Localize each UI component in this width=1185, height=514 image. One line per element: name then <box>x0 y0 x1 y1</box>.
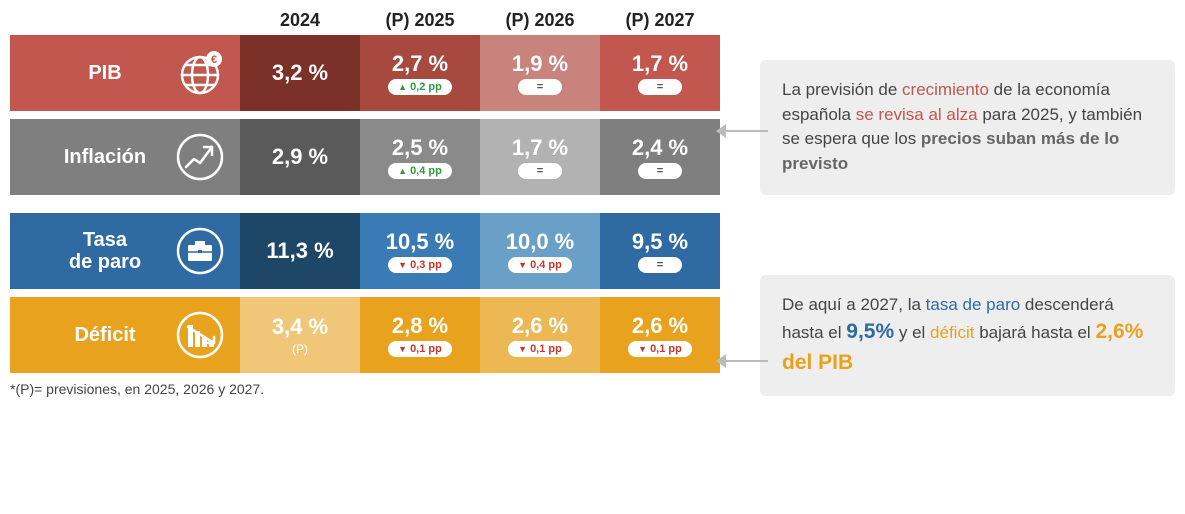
cell-pib-0: 3,2 % <box>240 35 360 111</box>
indicator-pill: 0,1 pp <box>388 341 452 357</box>
cell-value: 2,7 % <box>392 51 448 77</box>
table-row-inflacion: Inflación 2,9 % 2,5 % 0,4 pp 1,7 % = 2,4 % = <box>10 119 720 195</box>
cell-inflacion-2: 1,7 % = <box>480 119 600 195</box>
cell-deficit-3: 2,6 % 0,1 pp <box>600 297 720 373</box>
callout-segment: tasa de paro <box>926 295 1021 314</box>
row-label-text: Tasade paro <box>34 229 176 273</box>
callout-segment: y el <box>894 323 930 342</box>
arrow-line-top <box>724 130 768 132</box>
indicator-pill: 0,2 pp <box>388 79 452 95</box>
row-label-deficit: Déficit <box>10 297 240 373</box>
cell-deficit-1: 2,8 % 0,1 pp <box>360 297 480 373</box>
globe-euro-icon: € <box>176 49 224 97</box>
cell-value: 10,0 % <box>506 229 575 255</box>
indicator-pill: 0,3 pp <box>388 257 452 273</box>
cell-subtext: (P) <box>292 342 308 356</box>
cell-pib-1: 2,7 % 0,2 pp <box>360 35 480 111</box>
callout-top: La previsión de crecimiento de la econom… <box>760 60 1175 195</box>
cell-value: 1,7 % <box>512 135 568 161</box>
cell-value: 2,8 % <box>392 313 448 339</box>
header-2024: 2024 <box>240 10 360 31</box>
row-label-text: Inflación <box>34 146 176 168</box>
header-2025: (P) 2025 <box>360 10 480 31</box>
cell-pib-3: 1,7 % = <box>600 35 720 111</box>
cell-value: 11,3 % <box>266 238 333 264</box>
callout-segment: crecimiento <box>902 80 989 99</box>
briefcase-icon-wrap <box>176 227 224 275</box>
infographic-container: 2024 (P) 2025 (P) 2026 (P) 2027 PIB €3,2 … <box>10 10 1175 397</box>
globe-euro-icon-wrap: € <box>176 49 224 97</box>
indicator-pill: 0,4 pp <box>508 257 572 273</box>
indicator-pill: = <box>518 79 562 95</box>
callout-segment: 9,5% <box>846 320 894 343</box>
trend-up-icon <box>176 133 224 181</box>
cell-paro-0: 11,3 % <box>240 213 360 289</box>
cell-value: 3,4 % <box>272 314 328 340</box>
cell-value: 2,4 % <box>632 135 688 161</box>
callout-segment: bajará hasta el <box>974 323 1095 342</box>
arrow-head-top-icon <box>716 124 726 138</box>
indicator-pill: 0,1 pp <box>628 341 692 357</box>
cell-value: 2,6 % <box>512 313 568 339</box>
cell-value: 2,9 % <box>272 144 328 170</box>
callouts-panel: La previsión de crecimiento de la econom… <box>760 10 1175 397</box>
indicator-pill: = <box>638 163 682 179</box>
cell-inflacion-1: 2,5 % 0,4 pp <box>360 119 480 195</box>
table-panel: 2024 (P) 2025 (P) 2026 (P) 2027 PIB €3,2 … <box>10 10 720 397</box>
cell-value: 2,5 % <box>392 135 448 161</box>
callout-bottom: De aquí a 2027, la tasa de paro descende… <box>760 275 1175 397</box>
row-label-inflacion: Inflación <box>10 119 240 195</box>
cell-value: 9,5 % <box>632 229 688 255</box>
row-label-text: Déficit <box>34 324 176 346</box>
indicator-pill: = <box>518 163 562 179</box>
footnote: *(P)= previsiones, en 2025, 2026 y 2027. <box>10 381 720 397</box>
cell-paro-2: 10,0 % 0,4 pp <box>480 213 600 289</box>
indicator-pill: 0,1 pp <box>508 341 572 357</box>
header-2027: (P) 2027 <box>600 10 720 31</box>
svg-text:€: € <box>211 54 217 66</box>
arrow-head-bottom-icon <box>716 354 726 368</box>
rows-container: PIB€3,2 %2,7 %0,2 pp1,9 %=1,7 %=Inflació… <box>10 35 720 373</box>
cell-value: 1,9 % <box>512 51 568 77</box>
cell-value: 3,2 % <box>272 60 328 86</box>
cell-value: 2,6 % <box>632 313 688 339</box>
cell-paro-3: 9,5 % = <box>600 213 720 289</box>
cell-pib-2: 1,9 % = <box>480 35 600 111</box>
table-row-paro: Tasade paro 11,3 % 10,5 % 0,3 pp 10,0 % 0,4 p… <box>10 213 720 289</box>
trend-up-icon-wrap <box>176 133 224 181</box>
indicator-pill: = <box>638 79 682 95</box>
table-row-pib: PIB €3,2 % 2,7 % 0,2 pp 1,9 % = 1,7 % = <box>10 35 720 111</box>
cell-deficit-0: 3,4 % (P) <box>240 297 360 373</box>
column-headers: 2024 (P) 2025 (P) 2026 (P) 2027 <box>10 10 720 31</box>
row-label-pib: PIB € <box>10 35 240 111</box>
indicator-pill: 0,4 pp <box>388 163 452 179</box>
header-2026: (P) 2026 <box>480 10 600 31</box>
cell-value: 10,5 % <box>386 229 455 255</box>
indicator-pill: = <box>638 257 682 273</box>
table-row-deficit: Déficit3,4 %(P)2,8 %0,1 pp2,6 %0,1 pp2,6… <box>10 297 720 373</box>
row-label-text: PIB <box>34 62 176 84</box>
cell-inflacion-3: 2,4 % = <box>600 119 720 195</box>
bars-down-icon-wrap <box>176 311 224 359</box>
bars-down-icon <box>176 311 224 359</box>
callout-segment: se revisa al alza <box>856 105 978 124</box>
cell-deficit-2: 2,6 % 0,1 pp <box>480 297 600 373</box>
callout-segment: déficit <box>930 323 974 342</box>
row-label-paro: Tasade paro <box>10 213 240 289</box>
arrow-line-bottom <box>724 360 768 362</box>
cell-inflacion-0: 2,9 % <box>240 119 360 195</box>
callout-segment: La previsión de <box>782 80 902 99</box>
callout-segment: De aquí a 2027, la <box>782 295 926 314</box>
cell-paro-1: 10,5 % 0,3 pp <box>360 213 480 289</box>
briefcase-icon <box>176 227 224 275</box>
cell-value: 1,7 % <box>632 51 688 77</box>
